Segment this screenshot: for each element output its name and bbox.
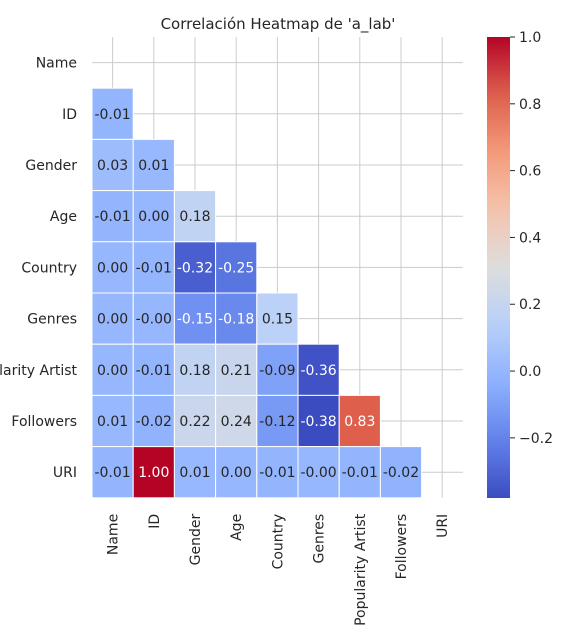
x-tick-label-genres: Genres bbox=[312, 514, 328, 564]
colorbar-ticks: −0.2 0.0 0.2 0.4 0.6 0.8 1.0 bbox=[510, 30, 553, 447]
heatmap-cell bbox=[256, 292, 299, 345]
cell-value-label: 1.00 bbox=[138, 465, 169, 481]
heatmap-cell bbox=[215, 446, 258, 499]
heatmap-cell bbox=[215, 343, 258, 396]
x-tick-label-name: Name bbox=[106, 514, 122, 555]
chart-title: Correlación Heatmap de 'a_lab' bbox=[161, 15, 396, 34]
heatmap-cell bbox=[91, 87, 134, 140]
x-tick-label-followers: Followers bbox=[394, 514, 410, 580]
y-axis-tick-labels: Name ID Gender Age Country Genres Popularity A… bbox=[0, 56, 78, 482]
heatmap-cell bbox=[132, 343, 175, 396]
heatmap-cell bbox=[91, 446, 134, 499]
heatmap-cells bbox=[91, 87, 423, 499]
cell-value-label: -0.01 bbox=[136, 260, 172, 276]
heatmap-cell bbox=[215, 292, 258, 345]
heatmap-cell bbox=[173, 343, 217, 396]
cell-value-label: -0.01 bbox=[94, 209, 130, 225]
y-tick-label-uri: URI bbox=[53, 465, 77, 481]
heatmap-cell bbox=[338, 446, 381, 499]
x-tick-label-uri: URI bbox=[435, 514, 451, 538]
x-tick-label-popularity-artist: Popularity Artist bbox=[353, 513, 369, 626]
colorbar-tick-label: 0.2 bbox=[519, 297, 541, 313]
heatmap-cell bbox=[91, 394, 134, 448]
cell-value-label: -0.01 bbox=[94, 107, 130, 123]
x-tick-label-country: Country bbox=[270, 514, 286, 570]
y-tick-label-age: Age bbox=[50, 209, 77, 225]
cell-value-label: 0.00 bbox=[97, 260, 128, 276]
cell-value-label: -0.36 bbox=[300, 363, 336, 379]
heatmap-cell bbox=[215, 241, 258, 294]
cell-value-label: 0.21 bbox=[221, 363, 252, 379]
y-tick-label-genres: Genres bbox=[27, 312, 77, 328]
cell-value-label: -0.02 bbox=[383, 465, 419, 481]
colorbar-tick-label: −0.2 bbox=[519, 431, 553, 447]
heatmap-cell bbox=[256, 446, 299, 499]
cell-value-label: -0.01 bbox=[94, 465, 130, 481]
cell-value-label: 0.01 bbox=[97, 414, 128, 430]
cell-value-label: -0.01 bbox=[136, 363, 172, 379]
cell-value-label: 0.03 bbox=[97, 158, 128, 174]
cell-value-label: 0.18 bbox=[179, 363, 210, 379]
cell-value-label: -0.02 bbox=[136, 414, 172, 430]
cell-value-label: 0.00 bbox=[97, 312, 128, 328]
cell-value-label: -0.25 bbox=[218, 260, 254, 276]
y-tick-label-followers: Followers bbox=[11, 414, 77, 430]
cell-value-label: 0.24 bbox=[221, 414, 252, 430]
cell-value-label: -0.09 bbox=[259, 363, 295, 379]
cell-value-label: -0.32 bbox=[177, 260, 213, 276]
heatmap-cell bbox=[215, 394, 258, 448]
colorbar-tick-label: 0.6 bbox=[519, 164, 541, 180]
cell-value-label: 0.18 bbox=[179, 209, 210, 225]
cell-value-label: -0.38 bbox=[300, 414, 336, 430]
heatmap-cell bbox=[173, 292, 217, 345]
heatmap-cell bbox=[297, 394, 340, 448]
heatmap-cell bbox=[132, 138, 175, 192]
y-tick-label-popularity-artist: Popularity Artist bbox=[0, 363, 78, 379]
cell-value-label: 0.83 bbox=[344, 414, 375, 430]
cell-value-label: 0.01 bbox=[138, 158, 169, 174]
heatmap-cell bbox=[338, 394, 381, 448]
colorbar-tick-label: 0.4 bbox=[519, 230, 541, 246]
cell-value-label: 0.01 bbox=[179, 465, 210, 481]
colorbar bbox=[487, 37, 510, 498]
heatmap-cell bbox=[91, 343, 134, 396]
heatmap-cell bbox=[132, 241, 175, 294]
heatmap-cell bbox=[256, 394, 299, 448]
cell-value-label: -0.18 bbox=[218, 312, 254, 328]
x-tick-label-id: ID bbox=[147, 514, 163, 529]
heatmap-cell bbox=[173, 446, 217, 499]
cell-value-label: -0.15 bbox=[177, 312, 213, 328]
cell-value-label: -0.01 bbox=[342, 465, 378, 481]
cell-value-label: 0.22 bbox=[179, 414, 210, 430]
heatmap-cell bbox=[379, 446, 423, 499]
x-tick-label-age: Age bbox=[229, 514, 245, 541]
y-tick-label-id: ID bbox=[62, 107, 77, 123]
cell-value-label: -0.00 bbox=[136, 312, 172, 328]
cell-value-label: 0.00 bbox=[138, 209, 169, 225]
colorbar-tick-label: 1.0 bbox=[519, 30, 541, 46]
heatmap-cell bbox=[132, 394, 175, 448]
y-tick-label-gender: Gender bbox=[25, 158, 77, 174]
x-tick-label-gender: Gender bbox=[188, 514, 204, 566]
heatmap-cell bbox=[91, 138, 134, 192]
heatmap-cell bbox=[173, 394, 217, 448]
x-axis-tick-labels: Name ID Gender Age Country Genres Popularity A… bbox=[106, 513, 452, 626]
cell-value-label: -0.00 bbox=[300, 465, 336, 481]
cell-value-label: -0.12 bbox=[259, 414, 295, 430]
cell-value-label: 0.00 bbox=[221, 465, 252, 481]
heatmap-cell-labels: -0.01 0.03 0.01 -0.01 0.00 0.18 0.00 -0.01 -0.32… bbox=[94, 107, 419, 481]
y-tick-label-name: Name bbox=[36, 56, 77, 72]
y-tick-label-country: Country bbox=[21, 260, 77, 276]
colorbar-tick-label: 0.0 bbox=[519, 364, 541, 380]
cell-value-label: 0.00 bbox=[97, 363, 128, 379]
heatmap-cell bbox=[91, 190, 134, 243]
colorbar-tick-label: 0.8 bbox=[519, 97, 541, 113]
cell-value-label: 0.15 bbox=[262, 312, 293, 328]
heatmap-cell bbox=[132, 292, 175, 345]
cell-value-label: -0.01 bbox=[259, 465, 295, 481]
heatmap-cell bbox=[173, 190, 217, 243]
